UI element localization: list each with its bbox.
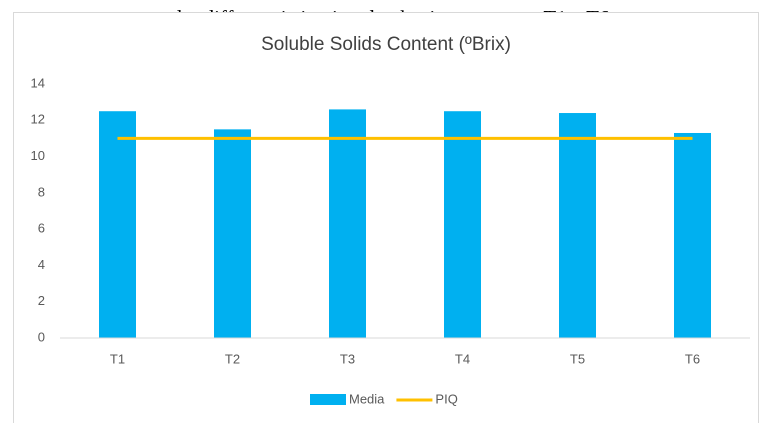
x-tick-label: T2 xyxy=(225,351,240,366)
y-tick-label: 10 xyxy=(31,148,45,163)
y-tick-label: 8 xyxy=(38,184,45,199)
chart-title: Soluble Solids Content (ºBrix) xyxy=(261,34,511,55)
y-tick-label: 6 xyxy=(38,221,45,236)
bar xyxy=(674,132,711,338)
y-tick-label: 2 xyxy=(38,293,45,308)
bar xyxy=(99,111,136,338)
bar xyxy=(444,111,481,338)
chart-frame xyxy=(13,12,759,423)
y-tick-label: 4 xyxy=(38,257,45,272)
legend-label: Media xyxy=(349,391,385,406)
x-tick-label: T1 xyxy=(110,351,125,366)
legend-swatch xyxy=(310,394,346,405)
bar xyxy=(329,109,366,339)
legend-label: PIQ xyxy=(435,391,457,406)
y-tick-label: 12 xyxy=(31,112,45,127)
x-tick-label: T6 xyxy=(685,351,700,366)
bar xyxy=(214,129,251,338)
bar xyxy=(559,113,596,339)
y-tick-label: 14 xyxy=(31,75,45,90)
x-tick-label: T5 xyxy=(570,351,585,366)
x-tick-label: T4 xyxy=(455,351,470,366)
y-tick-label: 0 xyxy=(38,329,45,344)
x-tick-label: T3 xyxy=(340,351,355,366)
